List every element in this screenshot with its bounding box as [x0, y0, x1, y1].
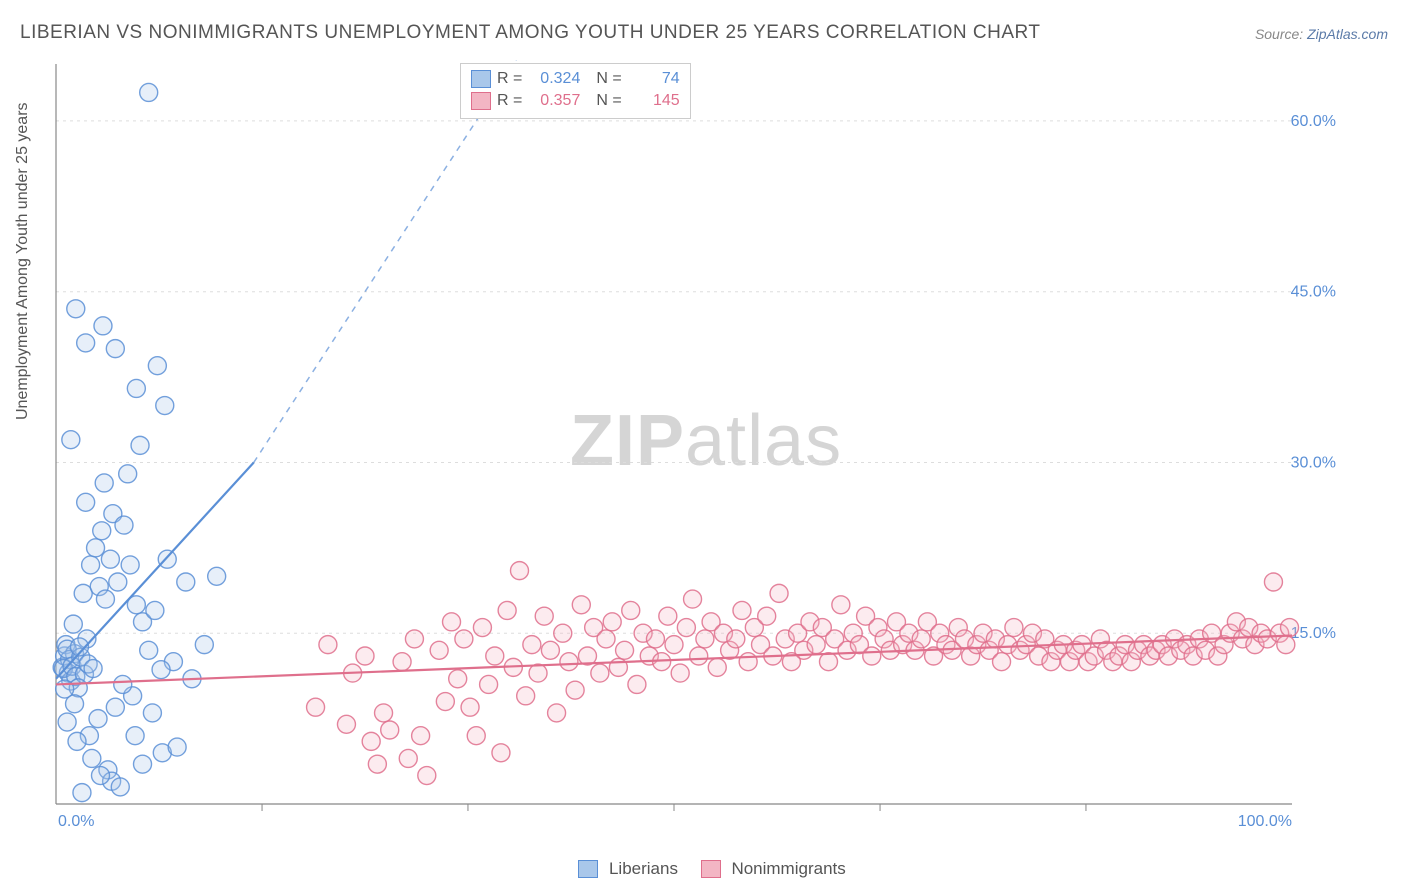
svg-text:30.0%: 30.0% — [1291, 454, 1336, 471]
legend-label-liberians: Liberians — [609, 859, 678, 878]
correlation-legend: R = 0.324 N = 74 R = 0.357 N = 145 — [460, 63, 691, 119]
legend-row-liberians: R = 0.324 N = 74 — [471, 68, 680, 90]
svg-text:60.0%: 60.0% — [1291, 113, 1336, 130]
legend-r-label: R = — [497, 92, 522, 110]
legend-n-value-liberians: 74 — [628, 70, 680, 88]
legend-n-label: N = — [596, 70, 621, 88]
svg-text:100.0%: 100.0% — [1238, 813, 1292, 830]
source-label: Source: — [1255, 26, 1307, 42]
scatter-chart: 15.0%30.0%45.0%60.0%0.0%100.0% — [52, 60, 1352, 840]
legend-r-value-liberians: 0.324 — [528, 70, 580, 88]
source-attribution: Source: ZipAtlas.com — [1255, 26, 1388, 42]
y-axis-label: Unemployment Among Youth under 25 years — [14, 102, 32, 420]
series-legend: Liberians Nonimmigrants — [0, 859, 1406, 880]
legend-swatch-nonimmigrants-bottom — [701, 860, 721, 878]
legend-n-value-nonimmigrants: 145 — [628, 92, 680, 110]
legend-swatch-nonimmigrants — [471, 92, 491, 110]
svg-text:0.0%: 0.0% — [58, 813, 94, 830]
legend-swatch-liberians — [471, 70, 491, 88]
legend-label-nonimmigrants: Nonimmigrants — [731, 859, 845, 878]
chart-title: LIBERIAN VS NONIMMIGRANTS UNEMPLOYMENT A… — [20, 22, 1041, 44]
legend-row-nonimmigrants: R = 0.357 N = 145 — [471, 90, 680, 112]
legend-r-label: R = — [497, 70, 522, 88]
source-value: ZipAtlas.com — [1307, 26, 1388, 42]
legend-n-label: N = — [596, 92, 621, 110]
svg-text:45.0%: 45.0% — [1291, 284, 1336, 301]
legend-r-value-nonimmigrants: 0.357 — [528, 92, 580, 110]
legend-swatch-liberians-bottom — [578, 860, 598, 878]
